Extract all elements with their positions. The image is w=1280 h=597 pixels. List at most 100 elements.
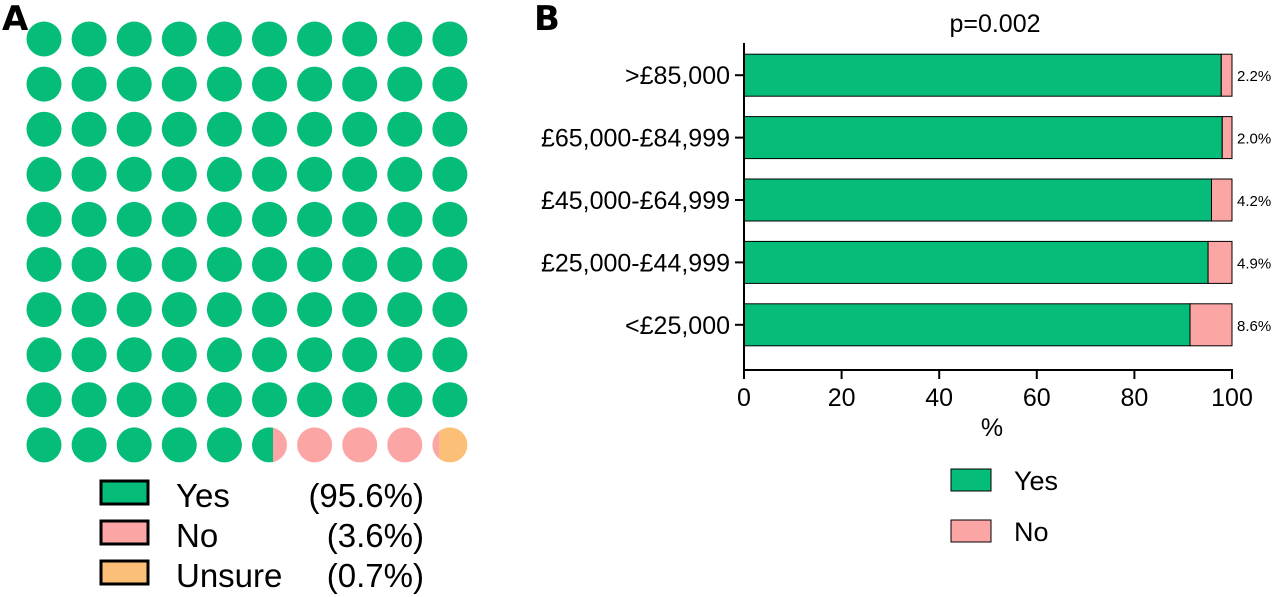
waffle-cell-part — [273, 427, 287, 463]
waffle-cell — [252, 292, 287, 328]
x-tick-label: 20 — [828, 384, 856, 412]
waffle-cell — [161, 66, 197, 102]
legend-label-yes: Yes — [176, 477, 230, 514]
waffle-cell — [252, 66, 287, 102]
waffle-cell — [71, 201, 107, 237]
waffle-cell — [387, 292, 423, 328]
bar-no — [1220, 53, 1233, 97]
x-tick-label: 100 — [1211, 384, 1253, 412]
waffle-cell — [71, 427, 107, 463]
waffle-cell — [297, 337, 333, 373]
waffle-cell — [252, 247, 287, 282]
waffle-cell — [206, 66, 242, 102]
x-axis-label: % — [981, 414, 1003, 442]
waffle-cell-part — [252, 427, 273, 463]
waffle-cell — [342, 66, 378, 102]
waffle-cell — [161, 337, 197, 373]
waffle-cell — [252, 201, 287, 237]
waffle-cell — [206, 156, 242, 192]
waffle-cell — [71, 66, 107, 102]
waffle-cell — [26, 111, 62, 147]
waffle-cell — [116, 247, 152, 282]
waffle-cell — [206, 201, 242, 237]
bar-data-label: 4.2% — [1237, 193, 1271, 210]
waffle-cell — [432, 292, 468, 328]
y-category-label: <£25,000 — [625, 312, 730, 340]
bar-yes — [743, 116, 1223, 160]
legend-swatch-yes — [99, 479, 150, 506]
waffle-cell — [387, 111, 423, 147]
waffle-cell — [116, 427, 152, 463]
waffle-cell — [297, 247, 333, 282]
bar-data-label: 2.2% — [1237, 68, 1271, 85]
x-tick-label: 80 — [1120, 384, 1148, 412]
waffle-cell — [26, 292, 62, 328]
waffle-cell — [26, 156, 62, 192]
waffle-cell — [297, 156, 333, 192]
bar-legend-label-no: No — [1014, 517, 1049, 547]
waffle-cell — [342, 427, 378, 463]
legend-swatch-no — [99, 519, 150, 546]
waffle-legend: Yes (95.6%) No (3.6%) Unsure (0.7%) — [99, 477, 424, 594]
waffle-cell — [432, 21, 468, 57]
waffle-cell-split — [252, 427, 287, 463]
waffle-cell — [432, 201, 468, 237]
waffle-cell — [116, 156, 152, 192]
waffle-cell — [387, 382, 423, 418]
bar-legend-swatch-no — [950, 519, 992, 543]
waffle-cell — [116, 382, 152, 418]
waffle-cell — [161, 21, 197, 57]
waffle-cell — [387, 427, 423, 463]
waffle-cell — [206, 111, 242, 147]
waffle-cell — [387, 201, 423, 237]
waffle-cell — [432, 111, 468, 147]
waffle-cell — [161, 201, 197, 237]
x-axis-ticks: 0 20 40 60 80 100 — [737, 370, 1253, 412]
waffle-cell — [297, 66, 333, 102]
legend-item-unsure: Unsure (0.7%) — [99, 557, 424, 594]
waffle-cell — [71, 156, 107, 192]
waffle-cell — [297, 21, 333, 57]
bar-legend: Yes No — [950, 466, 1058, 547]
waffle-cell — [432, 247, 468, 282]
legend-item-yes: Yes (95.6%) — [99, 477, 424, 514]
waffle-cell — [342, 21, 378, 57]
bar-no — [1189, 303, 1233, 347]
waffle-cell — [161, 292, 197, 328]
bar-yes — [743, 240, 1209, 284]
waffle-cell-part — [439, 427, 468, 463]
bar-data-label: 2.0% — [1237, 131, 1271, 148]
waffle-cell — [161, 247, 197, 282]
waffle-cell — [161, 156, 197, 192]
waffle-cell — [26, 66, 62, 102]
bar-data-label: 4.9% — [1237, 255, 1271, 272]
waffle-cell — [26, 201, 62, 237]
waffle-cell — [297, 427, 333, 463]
panel-a-label: A — [2, 0, 29, 39]
bar-legend-swatch-yes — [950, 468, 992, 492]
waffle-cell — [206, 292, 242, 328]
legend-item-no: No (3.6%) — [99, 517, 424, 554]
waffle-cell — [116, 66, 152, 102]
waffle-cell — [161, 382, 197, 418]
waffle-cell — [387, 156, 423, 192]
waffle-cell — [206, 427, 242, 463]
waffle-cell — [116, 337, 152, 373]
legend-label-no: No — [176, 517, 218, 554]
waffle-cell — [342, 292, 378, 328]
waffle-cell — [71, 21, 107, 57]
waffle-cell — [297, 382, 333, 418]
bar-series-group: 2.2% 2.0% 4.2% 4.9% 8.6% — [743, 53, 1271, 347]
waffle-chart — [26, 21, 468, 463]
waffle-cell — [116, 21, 152, 57]
bar-yes — [743, 53, 1222, 97]
x-tick-label: 60 — [1023, 384, 1051, 412]
legend-pct-unsure: (0.7%) — [327, 557, 424, 594]
bar-legend-label-yes: Yes — [1014, 466, 1058, 496]
waffle-cell — [252, 111, 287, 147]
bar-no — [1211, 178, 1233, 222]
y-category-label: £65,000-£84,999 — [541, 125, 730, 153]
bar-data-label: 8.6% — [1237, 318, 1271, 335]
waffle-cell — [297, 292, 333, 328]
